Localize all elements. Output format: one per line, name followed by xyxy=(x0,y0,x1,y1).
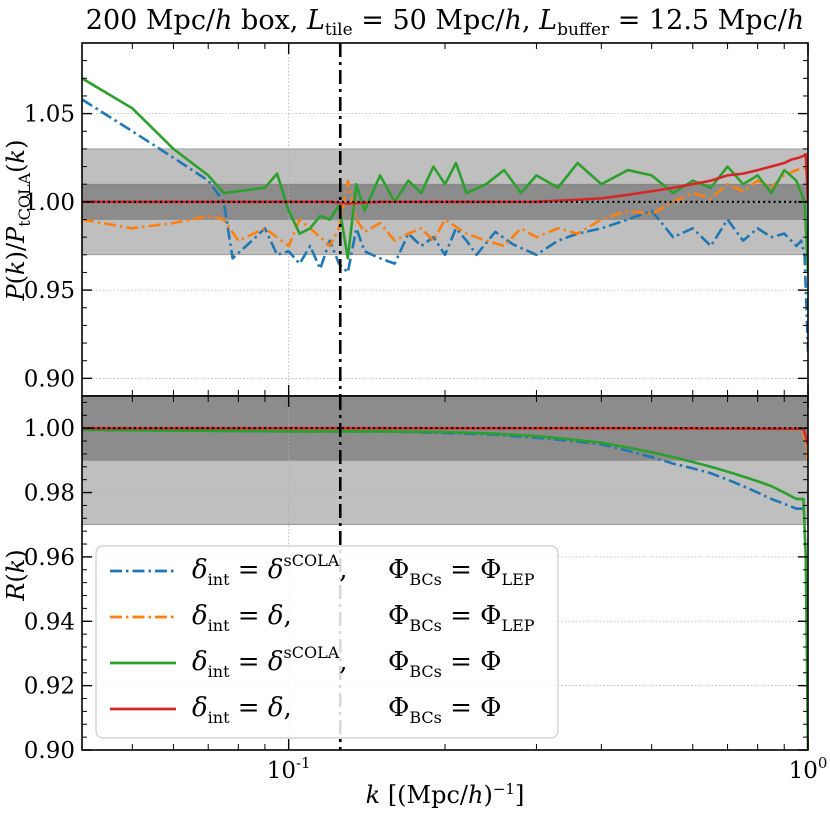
legend-label: δint = δsCOLA, xyxy=(192,551,348,589)
legend-box xyxy=(95,545,559,739)
y-tick-label: 1.00 xyxy=(24,190,75,216)
legend-label-bc: ΦBCs = ΦLEP xyxy=(388,601,535,635)
bottom-panel: 0.90 0.92 0.94 0.96 0.98 1.00 10-1 100 R(k) k [… xyxy=(2,395,828,809)
bottom-plot-area xyxy=(82,396,808,750)
top-ylabel: P(k)/PtCOLA(k) xyxy=(2,140,34,302)
legend-label: δint = δsCOLA, xyxy=(192,643,348,681)
legend: δint = δsCOLA, ΦBCs = ΦLEP δint = δ, ΦBCs =… xyxy=(95,545,559,739)
y-tick-label: 0.90 xyxy=(24,738,75,764)
y-tick-label: 0.90 xyxy=(24,366,75,392)
y-tick-label: 0.95 xyxy=(24,278,75,304)
series-line-1 xyxy=(82,98,808,352)
bottom-ylabel: R(k) xyxy=(2,549,30,601)
legend-label: δint = δ, xyxy=(192,601,292,635)
legend-label-bc: ΦBCs = ΦLEP xyxy=(388,555,535,589)
series-line-4 xyxy=(82,152,808,205)
y-tick-label: 0.94 xyxy=(24,609,75,635)
chart-title: 200 Mpc/h box, Ltile = 50 Mpc/h, Lbuffer… xyxy=(86,5,804,40)
legend-label-bc: ΦBCs = Φ xyxy=(388,647,501,681)
series-line-3 xyxy=(82,428,808,750)
y-tick-label: 0.96 xyxy=(24,545,75,571)
legend-label-bc: ΦBCs = Φ xyxy=(388,693,501,727)
top-panel: 0.90 0.95 1.00 1.05 P(k)/PtCOLA(k) xyxy=(2,42,809,397)
y-tick-label: 1.00 xyxy=(24,416,75,442)
y-tick-label: 1.05 xyxy=(24,102,75,128)
x-tick-label: 10-1 xyxy=(267,754,311,784)
series-line-2 xyxy=(82,167,808,248)
y-tick-label: 0.98 xyxy=(24,481,75,507)
x-axis-label: k [(Mpc/h)−1] xyxy=(366,780,525,809)
legend-label: δint = δ, xyxy=(192,693,292,727)
y-tick-label: 0.92 xyxy=(24,674,75,700)
x-tick-label: 100 xyxy=(789,754,828,784)
top-plot-area xyxy=(82,43,808,396)
